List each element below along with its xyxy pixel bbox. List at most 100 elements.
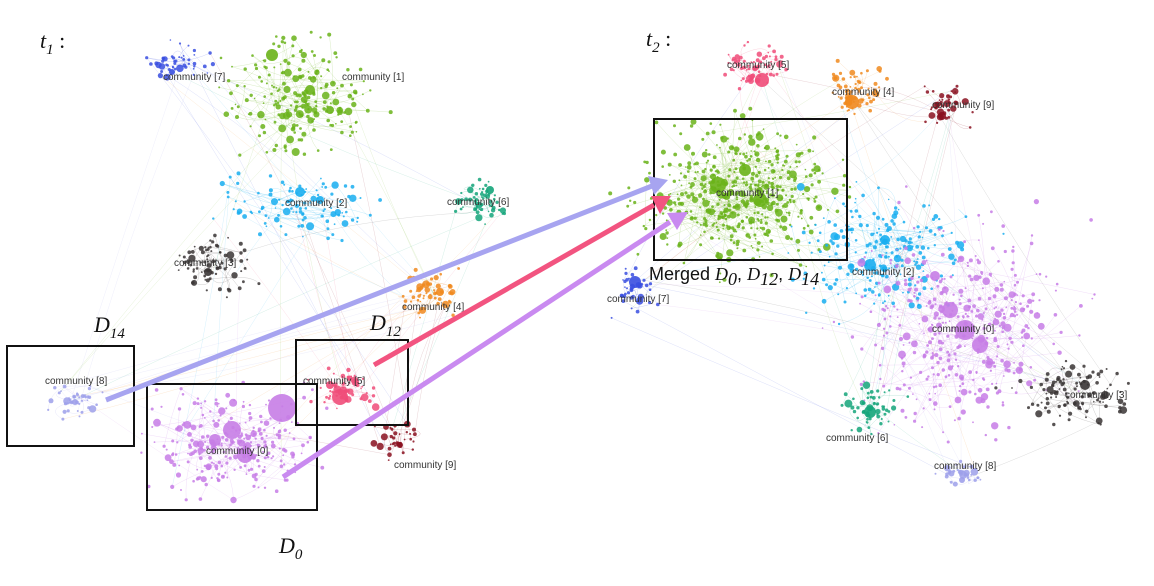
graph-node <box>206 258 209 261</box>
graph-node <box>258 210 261 214</box>
graph-node <box>796 183 805 191</box>
graph-node <box>908 386 911 390</box>
graph-node <box>878 363 882 367</box>
graph-edge <box>756 175 809 226</box>
graph-node <box>1082 364 1086 368</box>
graph-node <box>974 392 977 396</box>
graph-node <box>1040 401 1043 404</box>
graph-node <box>1027 326 1030 330</box>
graph-node <box>750 150 752 152</box>
graph-node <box>283 144 287 148</box>
graph-node <box>1016 280 1019 284</box>
graph-node <box>245 434 251 441</box>
graph-node <box>1000 358 1004 363</box>
graph-node <box>876 413 879 416</box>
graph-node <box>988 272 992 276</box>
graph-node <box>884 255 888 259</box>
graph-node <box>837 96 840 98</box>
graph-edge <box>59 139 291 394</box>
graph-node <box>226 195 230 199</box>
graph-hub-node <box>739 164 751 176</box>
graph-node <box>352 89 358 95</box>
graph-edge <box>961 257 992 371</box>
graph-node <box>858 223 863 228</box>
graph-node <box>409 432 412 435</box>
graph-edge <box>967 277 977 317</box>
graph-node <box>206 260 209 263</box>
graph-node <box>780 60 783 63</box>
graph-node <box>938 383 942 388</box>
graph-edge <box>979 305 1082 391</box>
graph-node <box>624 292 627 296</box>
graph-node <box>736 247 739 250</box>
graph-node <box>902 365 905 368</box>
graph-node <box>620 294 624 298</box>
graph-node <box>930 287 933 291</box>
graph-edge <box>784 151 814 167</box>
graph-node <box>823 264 826 267</box>
graph-node <box>222 450 226 454</box>
graph-node <box>722 277 727 282</box>
graph-node <box>181 393 185 396</box>
graph-node <box>193 54 196 56</box>
graph-node <box>203 464 207 468</box>
graph-node <box>480 192 484 197</box>
graph-node <box>926 344 929 347</box>
graph-node <box>732 241 736 245</box>
graph-node <box>335 56 338 59</box>
graph-edge <box>932 277 1079 392</box>
graph-node <box>199 424 203 428</box>
graph-node <box>297 224 301 228</box>
graph-node <box>283 85 291 94</box>
graph-node <box>893 210 899 216</box>
graph-node <box>754 153 757 156</box>
graph-node <box>237 439 240 443</box>
graph-node <box>855 181 858 183</box>
graph-node <box>968 478 971 482</box>
graph-edge <box>1083 366 1095 402</box>
graph-node <box>928 398 932 402</box>
graph-node <box>841 158 845 161</box>
graph-node <box>275 87 278 89</box>
graph-node <box>313 54 316 57</box>
graph-node <box>329 395 332 398</box>
graph-node <box>722 193 728 200</box>
graph-node <box>237 446 239 449</box>
graph-node <box>848 185 852 189</box>
graph-node <box>219 414 222 417</box>
graph-node <box>214 398 218 402</box>
graph-hub-node <box>1080 380 1090 390</box>
graph-node <box>723 72 727 77</box>
graph-node <box>350 218 355 222</box>
graph-node <box>881 274 884 277</box>
graph-node <box>626 287 628 290</box>
graph-node <box>499 207 506 214</box>
graph-node <box>216 244 220 248</box>
graph-node <box>263 420 270 427</box>
graph-node <box>200 406 203 409</box>
graph-node <box>750 176 755 181</box>
graph-node <box>258 432 263 436</box>
graph-edge <box>946 474 970 485</box>
graph-node <box>193 275 198 280</box>
graph-node <box>624 267 627 270</box>
graph-node <box>993 336 997 340</box>
graph-node <box>273 120 277 124</box>
graph-node <box>818 231 822 235</box>
graph-node <box>1058 388 1061 390</box>
graph-node <box>206 434 210 438</box>
graph-edge <box>231 108 279 120</box>
graph-node <box>882 302 884 304</box>
graph-node <box>301 212 305 216</box>
graph-node <box>849 209 853 213</box>
graph-node <box>936 360 940 365</box>
graph-node <box>277 213 280 217</box>
graph-node <box>803 186 811 193</box>
graph-node <box>1059 330 1063 334</box>
graph-node <box>981 287 984 290</box>
graph-node <box>872 211 876 216</box>
graph-node <box>827 261 830 263</box>
graph-node <box>424 287 431 293</box>
graph-node <box>798 263 803 267</box>
graph-node <box>489 212 494 218</box>
